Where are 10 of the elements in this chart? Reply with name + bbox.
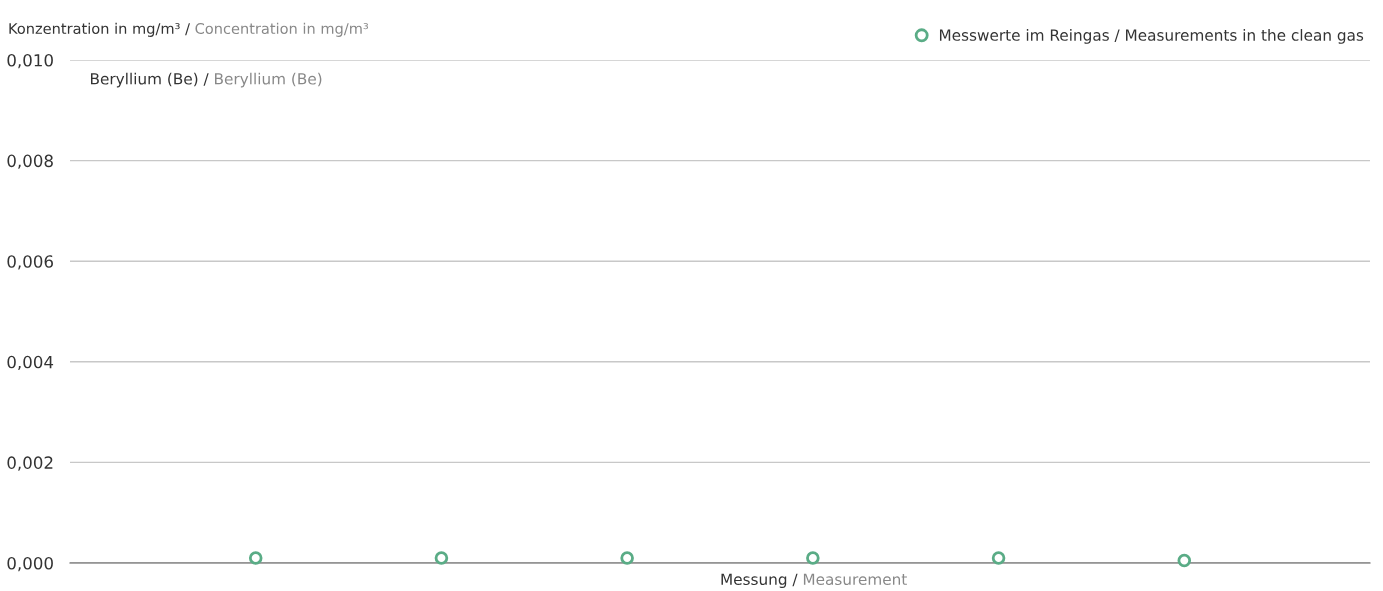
- y-tick-label: 0,000: [7, 556, 53, 572]
- y-tick-label: 0,002: [7, 456, 53, 471]
- y-tick-label: 0,004: [7, 355, 54, 371]
- y-tick-label: 0,010: [7, 53, 53, 69]
- y-tick-label: 0,008: [7, 154, 53, 169]
- y-axis-title: Konzentration in mg/m³ / Concentration in mg/m³: [9, 22, 369, 37]
- x-axis-title: Messung / Measurement: [721, 573, 907, 588]
- legend-label: Messwerte im Reingas / Measurements in the clean gas: [939, 29, 1364, 44]
- y-tick-label: 0,006: [7, 255, 53, 270]
- text: Beryllium (Be) / Beryllium (Be): [91, 72, 322, 88]
